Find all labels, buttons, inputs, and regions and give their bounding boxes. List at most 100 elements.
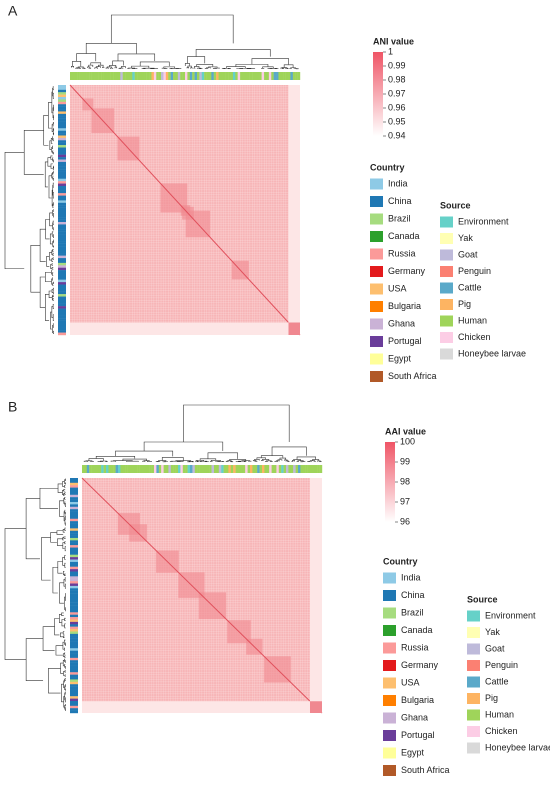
colorbar-title: AAI value: [385, 426, 426, 436]
annotation-cell: [70, 600, 78, 603]
annotation-cell: [220, 72, 224, 80]
colorbar-title: ANI value: [373, 36, 414, 46]
legend-label: Russia: [388, 248, 416, 258]
dendrogram-branch: [62, 557, 65, 566]
dendrogram-branch: [57, 538, 63, 546]
annotation-cell: [86, 465, 90, 473]
legend-swatch: [440, 282, 453, 294]
dendrogram-branch: [77, 66, 84, 68]
annotation-cell: [70, 626, 78, 630]
legend-swatch: [370, 283, 383, 295]
dendrogram-branch: [4, 528, 27, 660]
legend-swatch: [467, 726, 480, 737]
dendrogram-branch: [64, 647, 65, 651]
legend-swatch: [467, 742, 480, 754]
dendrogram-branch: [52, 150, 54, 154]
annotation-cell: [58, 147, 66, 151]
annotation-cell: [117, 72, 121, 80]
legend-label: Yak: [458, 233, 473, 243]
annotation-cell: [58, 89, 66, 93]
dendrogram-branch: [64, 527, 66, 531]
annotation-cell: [70, 653, 78, 656]
annotation-cell: [70, 535, 78, 539]
annotation-cell: [70, 583, 78, 587]
dendrogram-leaf: [65, 618, 66, 621]
annotation-cell: [209, 465, 212, 473]
dendrogram-branch: [283, 459, 288, 461]
dendrogram-branch: [312, 459, 320, 461]
dendrogram-branch: [262, 66, 274, 69]
annotation-cell: [58, 118, 66, 122]
annotation-cell: [137, 465, 140, 473]
annotation-cell: [252, 72, 255, 80]
annotation-cell: [110, 465, 114, 473]
annotation-cell: [182, 465, 186, 473]
annotation-cell: [70, 494, 78, 498]
dendrogram-branch: [51, 258, 54, 262]
annotation-cell: [58, 140, 66, 143]
heatmap-outgroup: [310, 478, 322, 713]
dendrogram-leaf: [65, 623, 66, 629]
annotation-cell: [58, 308, 66, 312]
dendrogram-branch: [51, 267, 54, 270]
dendrogram-branch: [62, 659, 65, 667]
annotation-cell: [70, 660, 78, 663]
dendrogram-leaf: [53, 220, 54, 225]
annotation-cell: [250, 465, 253, 473]
dendrogram-branch: [275, 460, 280, 462]
dendrogram-branch: [63, 671, 66, 676]
dendrogram-branch: [131, 65, 150, 69]
colorbar: [373, 52, 383, 136]
annotation-cell: [98, 72, 102, 80]
annotation-cell: [58, 286, 66, 290]
legend-swatch: [467, 610, 480, 622]
annotation-cell: [58, 296, 66, 300]
annotation-cell: [180, 465, 183, 473]
legend-label: Honeybee larvae: [485, 742, 550, 752]
legend-swatch: [370, 178, 383, 190]
dendrogram-branch: [61, 612, 64, 616]
annotation-cell: [132, 465, 135, 473]
annotation-cell: [228, 465, 231, 473]
annotation-cell: [58, 104, 66, 107]
dendrogram-branch: [52, 157, 54, 162]
annotation-cell: [58, 87, 66, 91]
annotation-cell: [70, 648, 78, 651]
legend-swatch: [370, 248, 383, 260]
annotation-cell: [70, 566, 78, 570]
dendrogram-branch: [285, 67, 288, 69]
dendrogram-branch: [25, 638, 44, 681]
legend-swatch: [440, 233, 453, 244]
annotation-cell: [197, 465, 200, 473]
dendrogram-branch: [62, 653, 65, 657]
legend-swatch: [370, 353, 383, 365]
legend-label: Bulgaria: [401, 695, 434, 705]
annotation-cell: [158, 465, 162, 473]
annotation-cell: [58, 190, 66, 194]
dendrogram-branch: [163, 66, 176, 69]
annotation-cell: [70, 513, 78, 517]
annotation-cell: [221, 465, 224, 473]
dendrogram-branch: [62, 490, 64, 495]
annotation-cell: [94, 465, 97, 473]
dendrogram-branch: [49, 140, 52, 150]
annotation-cell: [70, 542, 78, 546]
dendrogram-branch: [52, 282, 54, 286]
annotation-cell: [58, 282, 66, 285]
annotation-cell: [91, 465, 95, 473]
annotation-cell: [58, 92, 66, 95]
dendrogram-branch: [49, 212, 53, 227]
annotation-cell: [70, 643, 78, 647]
annotation-cell: [266, 72, 270, 80]
dendrogram-branch: [62, 481, 65, 487]
legend-label: Bulgaria: [388, 301, 421, 311]
dendrogram-branch: [297, 460, 304, 462]
colorbar-tick-label: 0.99: [388, 60, 406, 70]
legend-swatch: [383, 590, 396, 601]
legend-label: Egypt: [401, 747, 425, 757]
colorbar: [385, 442, 395, 522]
legend-swatch: [467, 660, 480, 671]
annotation-cell: [249, 72, 253, 80]
colorbar-tick-label: 0.96: [388, 102, 406, 112]
dendrogram-leaf: [94, 68, 98, 69]
